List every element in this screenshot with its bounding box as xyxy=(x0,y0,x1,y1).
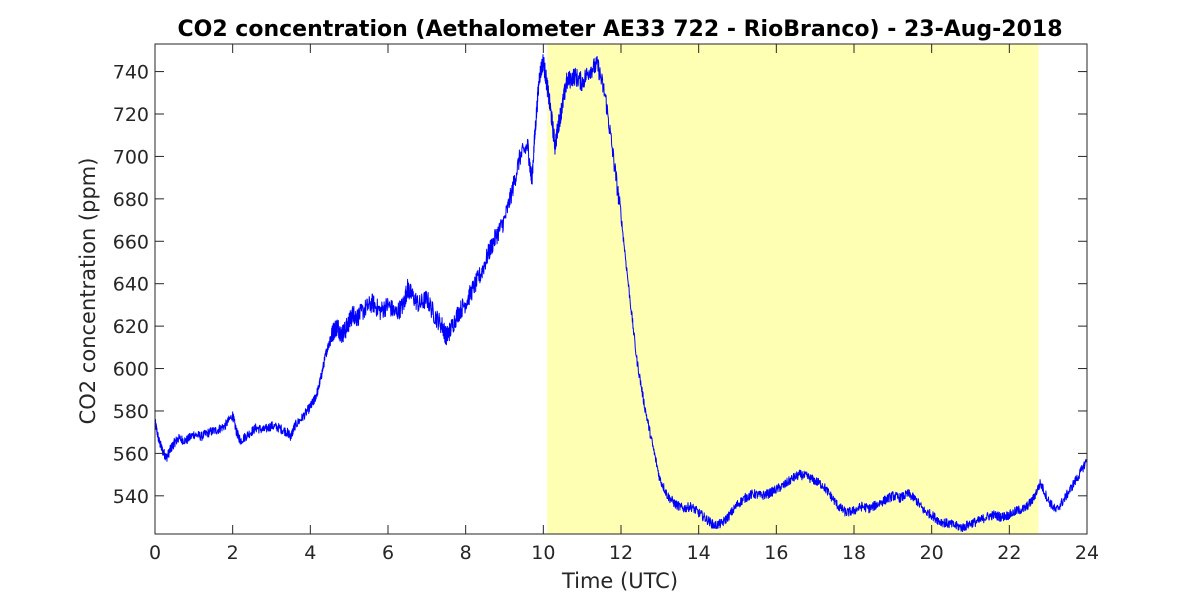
y-tick-label: 740 xyxy=(113,62,149,84)
ticks-layer: 0 2 4 6 8 10 12 14 16 18 20 22 245405605806006206406… xyxy=(113,44,1099,564)
x-tick-label: 8 xyxy=(460,542,472,564)
x-tick-label: 12 xyxy=(609,542,633,564)
x-tick-label: 18 xyxy=(842,542,866,564)
y-tick-label: 660 xyxy=(113,231,149,253)
x-tick-label: 6 xyxy=(382,542,394,564)
y-tick-label: 640 xyxy=(113,274,149,296)
y-tick-label: 600 xyxy=(113,359,149,381)
x-tick-label: 14 xyxy=(687,542,711,564)
series-line-0 xyxy=(154,54,1088,533)
y-tick-label: 580 xyxy=(113,401,149,423)
x-tick-label: 16 xyxy=(764,542,788,564)
series-layer xyxy=(154,54,1088,533)
y-tick-label: 680 xyxy=(113,189,149,211)
y-tick-label: 540 xyxy=(113,486,149,508)
x-tick-label: 4 xyxy=(304,542,316,564)
y-tick-label: 620 xyxy=(113,316,149,338)
x-tick-label: 0 xyxy=(149,542,161,564)
x-axis-label: Time (UTC) xyxy=(561,569,678,593)
x-tick-label: 20 xyxy=(920,542,944,564)
x-tick-label: 24 xyxy=(1075,542,1099,564)
chart-title: CO2 concentration (Aethalometer AE33 722… xyxy=(177,17,1062,42)
y-tick-label: 720 xyxy=(113,104,149,126)
y-tick-label: 700 xyxy=(113,146,149,168)
y-tick-label: 560 xyxy=(113,443,149,465)
highlight-span xyxy=(547,44,1039,534)
x-tick-label: 22 xyxy=(997,542,1021,564)
x-tick-label: 10 xyxy=(531,542,555,564)
y-axis-label: CO2 concentration (ppm) xyxy=(76,158,100,425)
x-tick-label: 2 xyxy=(227,542,239,564)
